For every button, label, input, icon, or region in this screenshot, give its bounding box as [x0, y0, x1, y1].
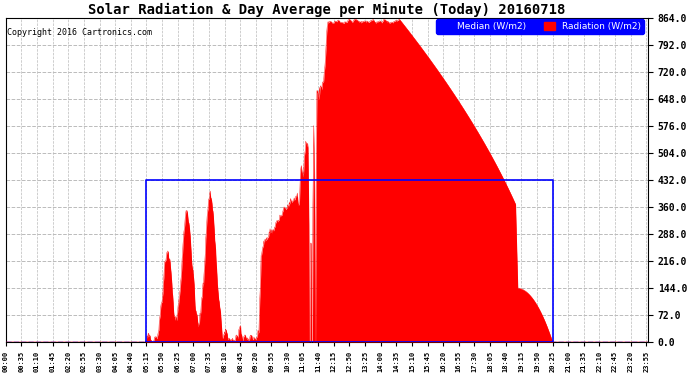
Text: Copyright 2016 Cartronics.com: Copyright 2016 Cartronics.com — [7, 28, 152, 37]
Legend: Median (W/m2), Radiation (W/m2): Median (W/m2), Radiation (W/m2) — [436, 20, 644, 34]
Title: Solar Radiation & Day Average per Minute (Today) 20160718: Solar Radiation & Day Average per Minute… — [88, 3, 566, 17]
